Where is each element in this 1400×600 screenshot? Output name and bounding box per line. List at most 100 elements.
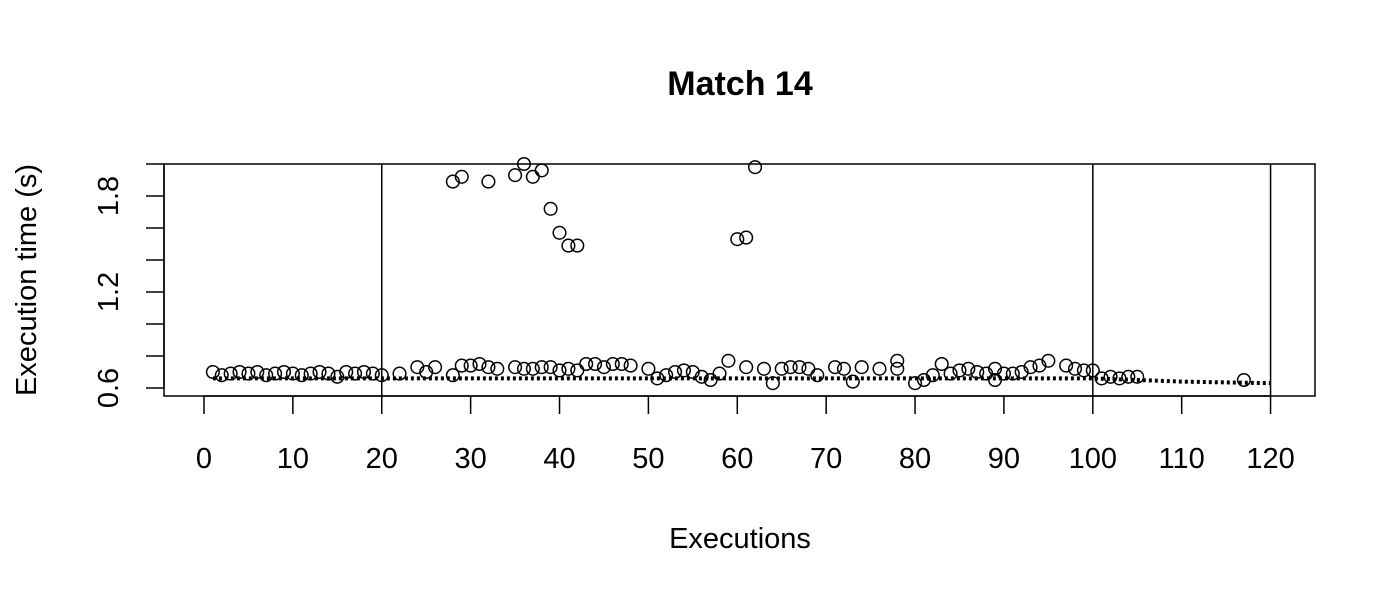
data-point [303,366,318,381]
data-point [774,361,789,376]
x-tick-label: 70 [810,443,842,475]
data-point [854,360,869,375]
data-point [561,361,576,376]
x-tick-label: 60 [721,443,753,475]
data-point [934,356,949,372]
data-point [1112,371,1127,386]
data-point [419,364,434,380]
data-point [508,360,523,375]
data-point [1067,361,1083,376]
plot-frame [163,163,1316,397]
data-point [730,232,745,247]
data-point [259,368,274,383]
data-point [428,360,443,375]
data-point [1103,369,1118,384]
data-point [970,364,985,380]
data-point [961,361,976,376]
data-point [748,160,763,175]
data-point [1059,358,1074,373]
data-point [268,366,283,381]
x-tick-label: 90 [988,443,1020,475]
x-tick-label: 120 [1246,443,1294,475]
trend-line [212,376,1271,386]
x-axis-label: Executions [669,523,811,555]
data-point [454,358,469,373]
data-point [534,163,549,178]
data-point [410,360,425,375]
data-point [827,360,843,375]
data-point [543,201,558,216]
data-point [570,363,585,378]
data-point [205,364,220,380]
data-point [330,369,345,384]
data-point [676,363,691,378]
data-point [570,238,585,253]
y-axis: 0.6 1.2 1.8 [93,163,165,408]
data-point [1076,363,1091,378]
x-tick-label: 100 [1069,443,1117,475]
data-point [1023,360,1038,375]
data-point [659,368,674,383]
data-point [445,174,460,189]
x-tick-label: 80 [899,443,931,475]
data-point [525,361,540,376]
data-point [765,376,780,391]
data-point [792,360,807,375]
data-point [890,353,905,368]
data-point [1032,358,1047,373]
data-point [943,366,958,381]
y-axis-label: Execution time (s) [11,164,43,396]
data-point [1094,371,1109,386]
data-point [374,368,389,383]
data-point [579,356,594,372]
data-point [481,360,496,375]
data-point [721,353,736,368]
data-point [907,376,923,391]
data-point [872,361,887,376]
data-point [1121,369,1136,384]
data-point [1236,372,1251,388]
y-tick-label: 1.8 [93,176,125,216]
data-point [321,366,336,381]
data-point [312,364,327,380]
data-point [534,360,549,375]
data-point [481,174,496,189]
data-point [445,368,460,383]
data-point [916,372,931,388]
data-point [810,368,825,383]
x-axis: 0 10 20 30 40 50 60 70 80 90 100 110 120 [196,395,1295,475]
data-point [1085,363,1100,378]
x-tick-label: 10 [277,443,309,475]
data-point [552,363,567,378]
data-point [339,364,354,380]
data-point [952,363,967,378]
data-point [294,368,309,383]
data-point [552,225,567,240]
x-tick-label: 30 [455,443,487,475]
data-point [712,366,727,381]
data-point [490,361,505,376]
data-point [739,230,754,245]
data-point [232,364,247,380]
data-point [996,366,1011,381]
data-point [836,361,851,376]
vertical-lines [381,164,1272,396]
data-point [756,361,771,376]
data-point [543,360,558,375]
data-point [285,366,300,381]
x-tick-label: 110 [1159,443,1205,475]
data-point [214,368,229,383]
x-tick-label: 20 [366,443,398,475]
data-point [365,366,380,381]
data-point [694,369,709,384]
data-point [605,356,620,372]
data-point [890,361,905,376]
data-point [516,156,532,172]
data-point [356,364,372,380]
y-tick-label: 0.6 [93,368,125,408]
x-tick-label: 40 [543,443,575,475]
data-point [241,366,256,381]
data-point [668,364,683,380]
data-point [250,364,265,380]
